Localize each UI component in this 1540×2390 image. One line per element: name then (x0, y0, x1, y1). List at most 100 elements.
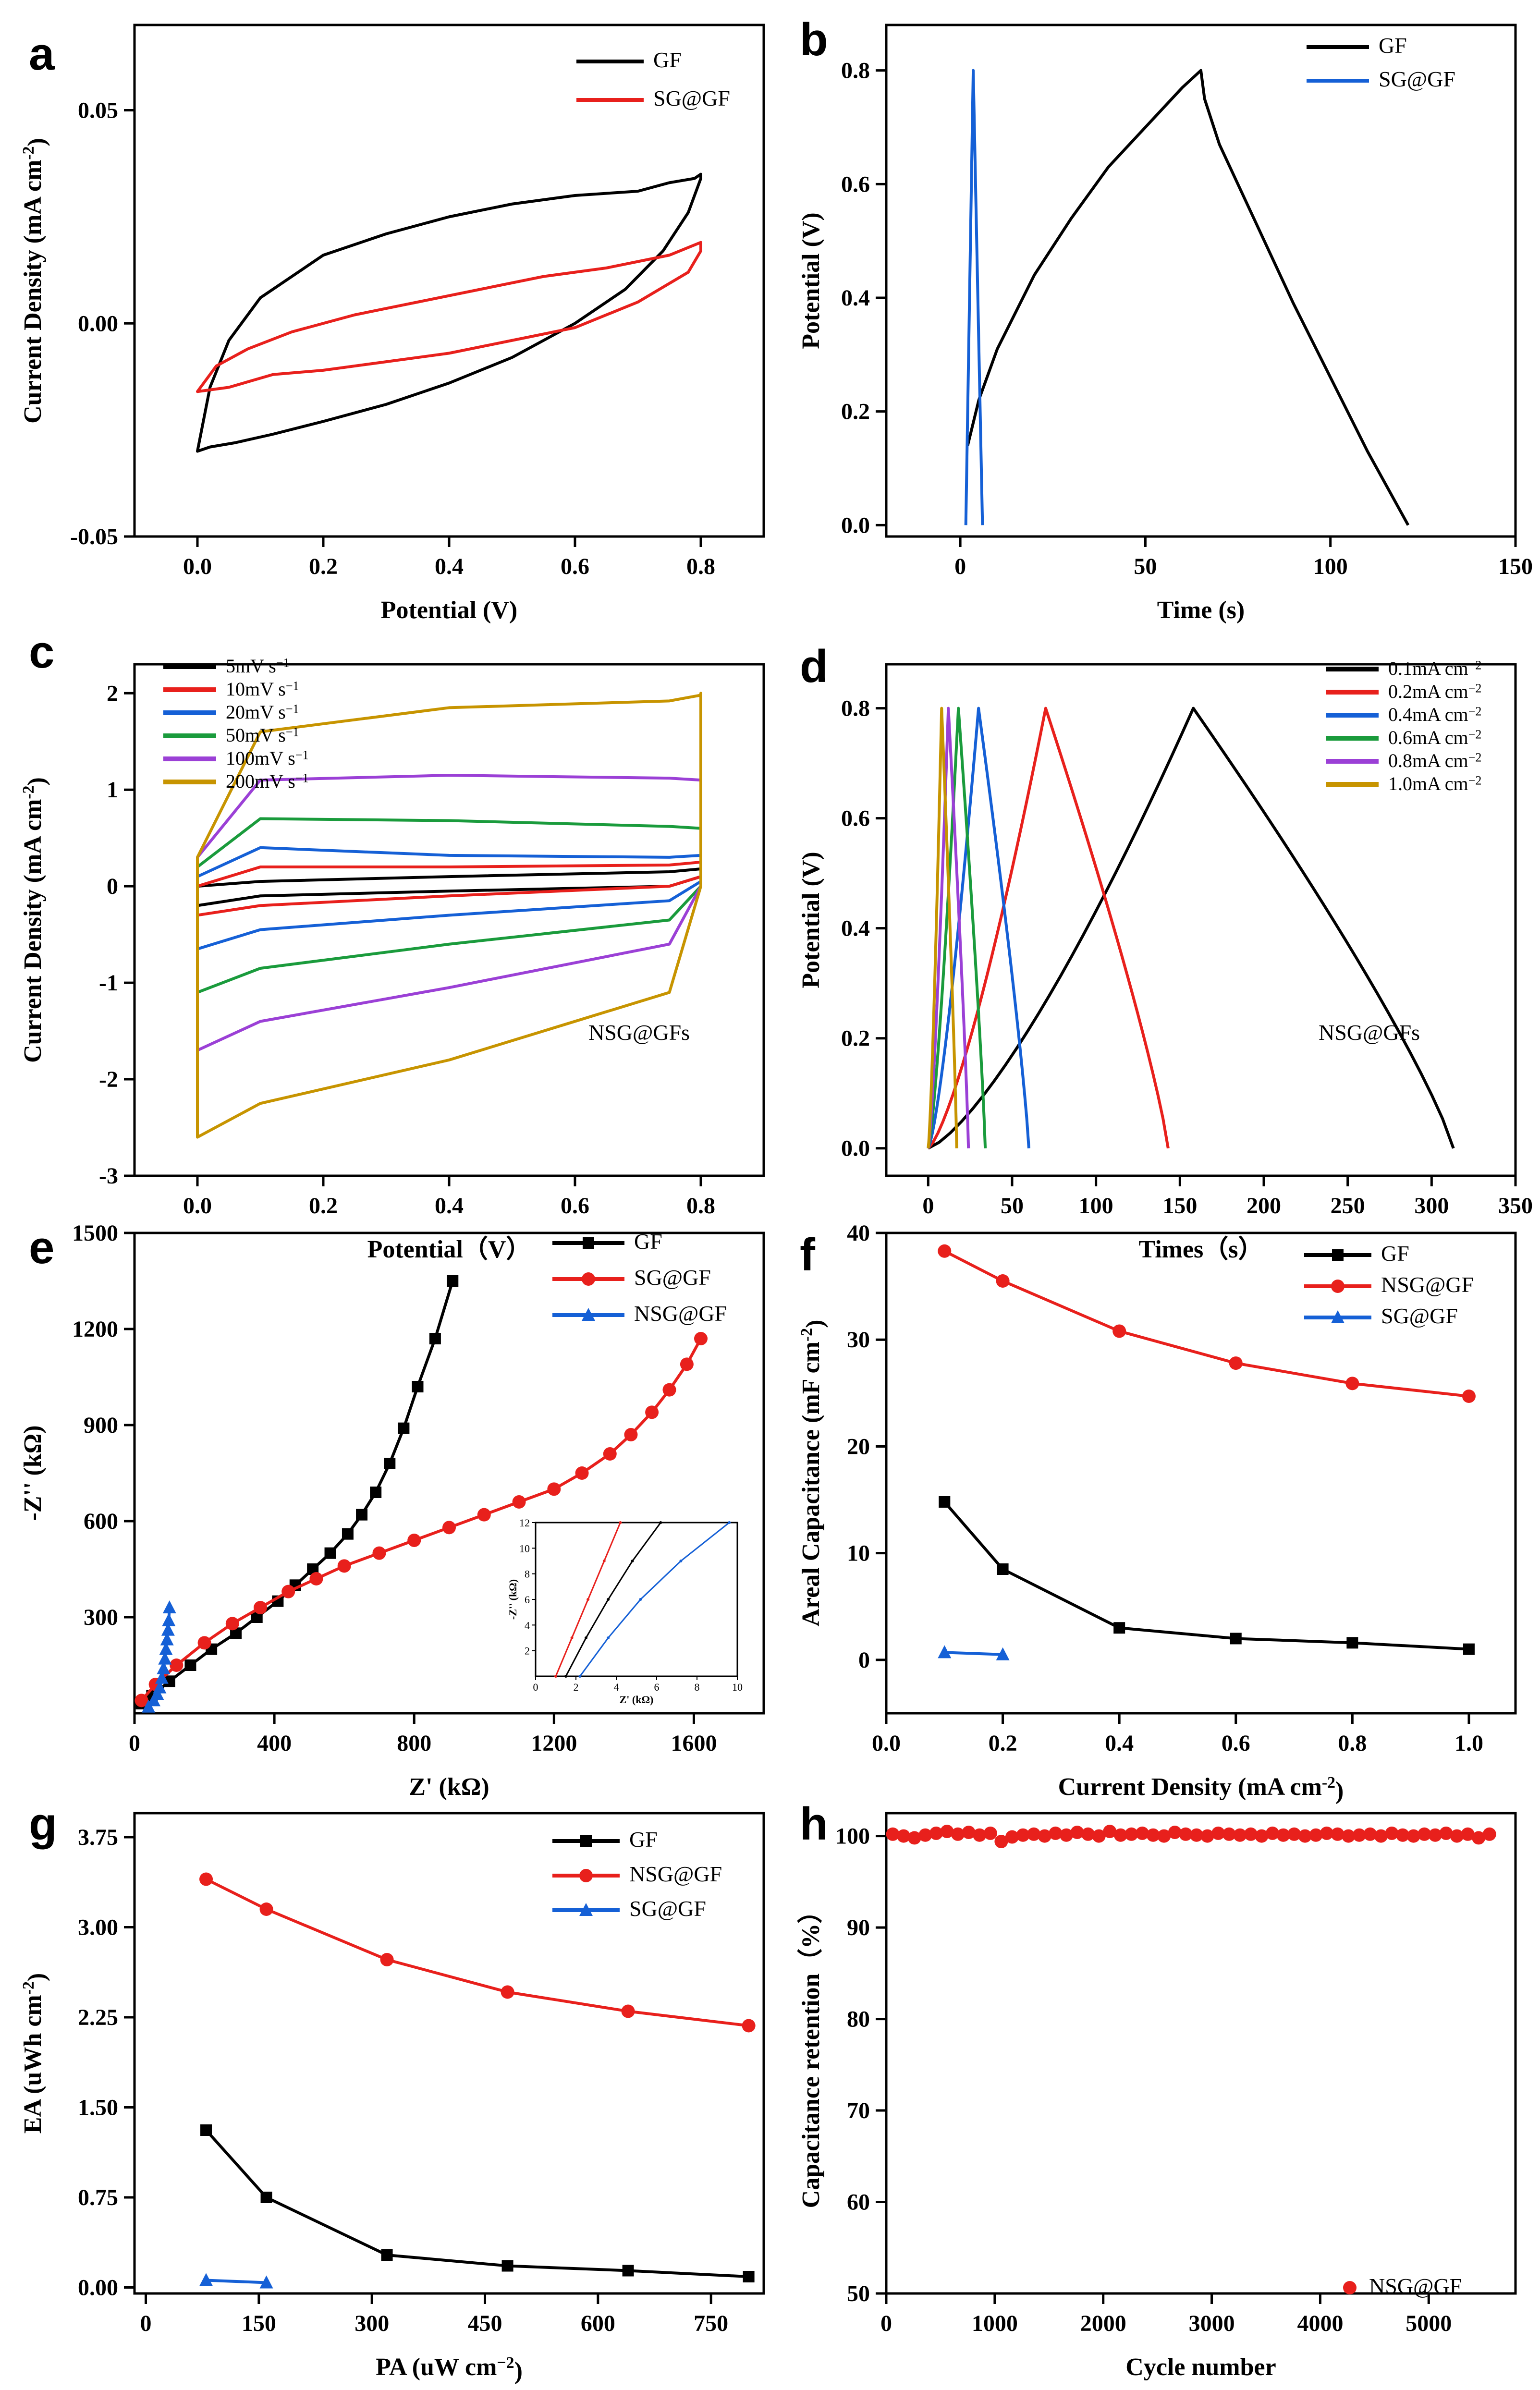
data-point (1222, 1827, 1236, 1841)
data-point (153, 1680, 167, 1694)
inset-y-tick-label: 8 (525, 1568, 530, 1580)
data-point (170, 1658, 183, 1672)
y-tick-label: -2 (99, 1067, 118, 1092)
x-tick-label: 0 (922, 1193, 934, 1219)
inset-plot: 0 2 4 6 8 10 2 4 6 8 10 12 Z' (kΩ) -Z'' (kΩ) (507, 1517, 743, 1706)
data-point (398, 1422, 410, 1434)
legend-entry: 0.8mA cm−2 (1326, 750, 1481, 771)
data-point (1179, 1827, 1193, 1841)
data-point (1070, 1826, 1084, 1839)
series-b-0 (966, 69, 1410, 526)
data-point (260, 2192, 272, 2203)
data-point (1331, 1827, 1344, 1841)
inset-y-tick-label: 12 (519, 1517, 530, 1529)
legend-label: 0.4mA cm−2 (1388, 704, 1481, 725)
y-tick-label: 10 (847, 1541, 870, 1566)
legend-entry: 1.0mA cm−2 (1326, 773, 1481, 794)
data-point (907, 1831, 921, 1845)
y-axis-label-sup: -2 (798, 1328, 816, 1341)
data-point (603, 1447, 617, 1461)
y-axis-label-main: EA (uWh cm (19, 1995, 47, 2134)
data-point (1244, 1827, 1258, 1841)
data-point (356, 1509, 368, 1521)
plot-frame (885, 1232, 1517, 1715)
data-point (1287, 1827, 1301, 1841)
legend-label-sup: −1 (286, 679, 299, 693)
y-axis-label-end: ) (23, 777, 50, 785)
x-tick-label: 250 (1331, 1193, 1365, 1219)
data-point (384, 1458, 396, 1469)
y-axis-label: -Z'' (kΩ) (19, 1425, 47, 1521)
data-point (1472, 1831, 1486, 1845)
data-point (938, 1645, 952, 1658)
inset-x-label: Z' (kΩ) (620, 1694, 654, 1706)
data-point (962, 1826, 976, 1839)
y-axis-label: Areal Capacitance (mF cm-2) (797, 1320, 829, 1627)
data-point (442, 1521, 456, 1535)
x-tick-label: 0 (880, 2311, 892, 2336)
legend-label: NSG@GF (634, 1301, 727, 1326)
data-point (1005, 1830, 1019, 1844)
legend-entry: NSG@GF (552, 1862, 722, 1886)
data-point (1450, 1829, 1464, 1843)
legend-entry: GF (1304, 1241, 1409, 1266)
legend-label: 0.6mA cm−2 (1388, 727, 1481, 748)
data-point (997, 1563, 1009, 1575)
data-point (1462, 1390, 1476, 1403)
y-tick-label: 0.4 (841, 285, 870, 311)
y-tick-label: 1500 (72, 1220, 118, 1246)
data-point (159, 1642, 173, 1655)
inset-x-tick-label: 6 (654, 1681, 660, 1693)
annotation-text: NSG@GFs (588, 1020, 690, 1045)
x-tick-label: 0.8 (1338, 1731, 1367, 1756)
y-tick-label: 0.6 (841, 806, 870, 831)
plot-frame (133, 1812, 765, 2295)
y-tick-label: 30 (847, 1327, 870, 1353)
y-tick-label: 0.0 (841, 1136, 870, 1161)
y-axis-label-end: ) (23, 1973, 50, 1981)
legend-entry: SG@GF (1307, 67, 1455, 91)
plot-frame (885, 663, 1517, 1177)
series-line (944, 1651, 1003, 1656)
legend-label-sup: −2 (1468, 773, 1482, 787)
series-d-2 (927, 707, 1030, 1149)
y-tick-label: 0.8 (841, 696, 870, 721)
legend-label-main: 0.1mA cm (1388, 658, 1468, 679)
series-a-0 (196, 172, 702, 453)
data-point (254, 1601, 267, 1614)
gcd-curve (927, 707, 970, 1149)
legend-entry: GF (552, 1827, 658, 1852)
legend-label-sup: −2 (1468, 704, 1482, 718)
data-point (337, 1559, 351, 1573)
data-point (1113, 1622, 1125, 1634)
legend-label-main: 5mV s (226, 655, 276, 677)
series-d-5 (927, 707, 958, 1149)
y-tick-label: 50 (847, 2281, 870, 2306)
legend-entry: GF (576, 48, 682, 72)
x-tick-label: 0.4 (435, 1193, 464, 1219)
x-tick-label: 1.0 (1454, 1731, 1483, 1756)
data-point (1038, 1829, 1051, 1843)
legend-label: SG@GF (634, 1265, 711, 1290)
data-point (996, 1647, 1010, 1660)
data-point (575, 1466, 589, 1480)
y-axis-label-sup: -2 (20, 785, 37, 799)
panel-letter-c: c (29, 626, 54, 678)
y-axis-label: Capacitance retention（%） (797, 1899, 825, 2208)
panel-b: b 0 50 100 150 0.0 0.2 0.4 0.6 0.8 Time (s) Potenti… (797, 14, 1533, 624)
data-point (512, 1495, 526, 1509)
x-axis-label: Potential（V） (367, 1235, 531, 1263)
legend-label-sup: −1 (276, 656, 290, 670)
data-point (939, 1496, 951, 1508)
x-axis-label: Cycle number (1125, 2353, 1276, 2381)
legend-entry: 0.1mA cm−2 (1326, 658, 1481, 679)
data-point (161, 1622, 175, 1636)
series-b-1 (964, 69, 984, 525)
y-axis-label: Current Density (mA cm-2) (19, 777, 50, 1063)
series-line (196, 241, 702, 393)
data-point (184, 1659, 196, 1671)
series-d-3 (927, 707, 987, 1149)
inset-point (728, 1521, 731, 1524)
legend-label-sup: −2 (1468, 727, 1482, 741)
